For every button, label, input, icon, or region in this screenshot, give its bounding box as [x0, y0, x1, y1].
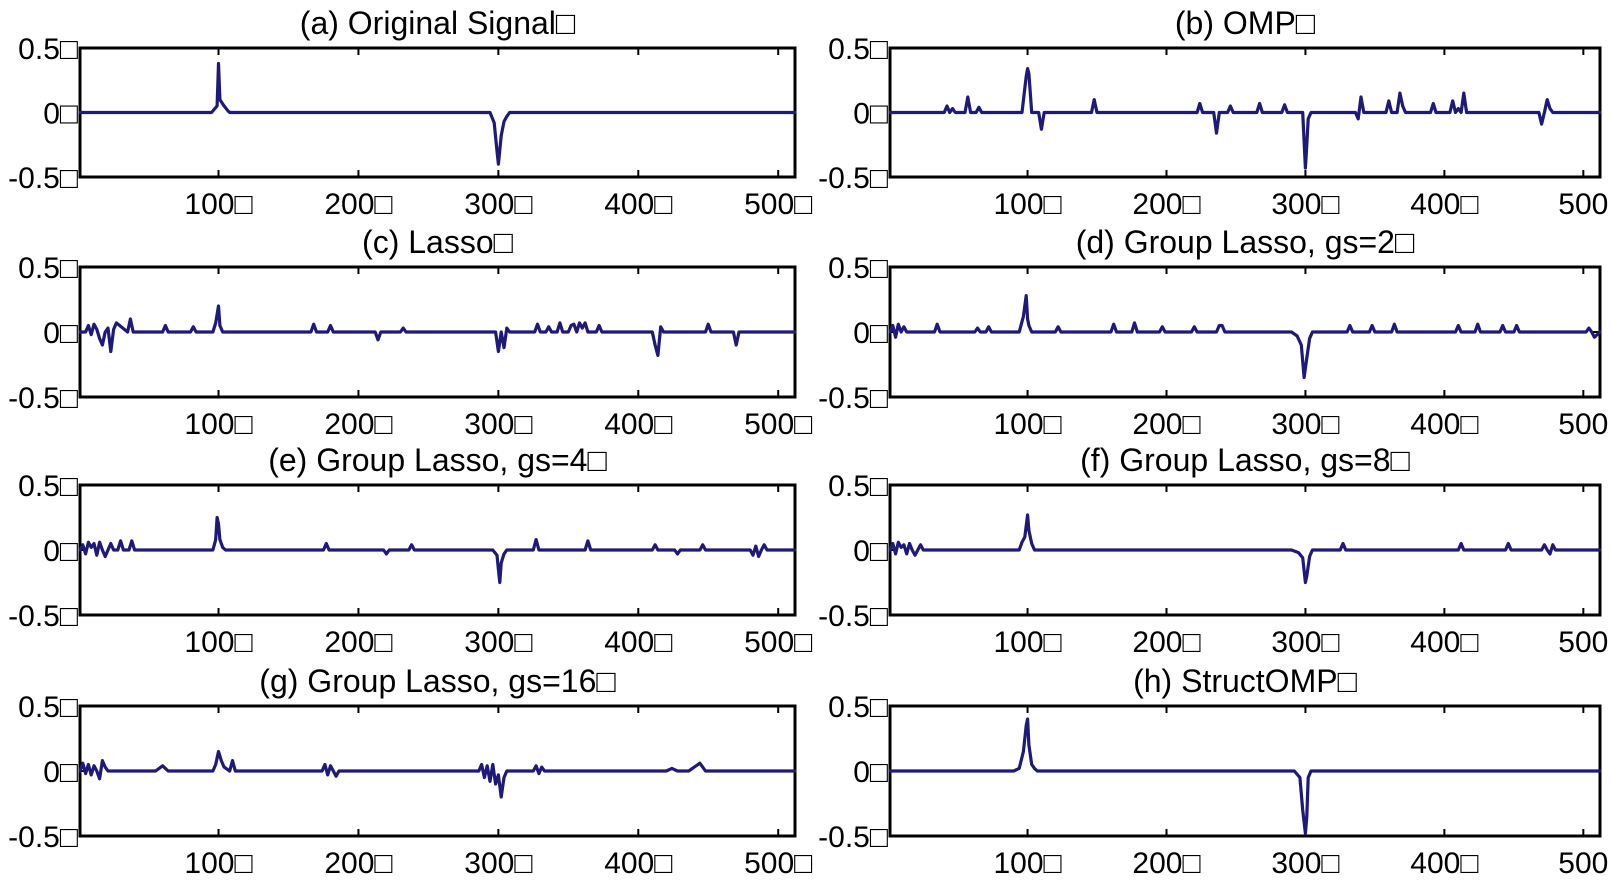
- x-tick-label: 100□: [184, 408, 253, 441]
- x-tick-label: 500□: [744, 626, 813, 659]
- y-tick-label: 0□: [43, 317, 79, 350]
- x-tick-label: 500: [1558, 626, 1608, 659]
- y-tick-label: -0.5□: [8, 382, 79, 415]
- x-tick-label: 200□: [1132, 188, 1201, 221]
- y-tick-label: 0□: [853, 317, 889, 350]
- y-tick-label: -0.5□: [8, 600, 79, 633]
- series-line: [78, 304, 797, 357]
- panel-title: (d) Group Lasso, gs=2□: [1076, 224, 1415, 260]
- x-tick-label: 500□: [744, 408, 813, 441]
- x-tick-label: 300□: [464, 188, 533, 221]
- x-tick-label: 400□: [604, 188, 673, 221]
- x-tick-label: 300□: [1271, 188, 1340, 221]
- chart-panel-f: (f) Group Lasso, gs=8□ 0.5□ 0□ -0.5□ 100□ 200…: [818, 442, 1608, 659]
- chart-panel-c: (c) Lasso□ 0.5□ 0□ -0.5□ 100□ 200□ 300□ 400□ 500…: [8, 224, 813, 441]
- x-tick-label: 200□: [1132, 408, 1201, 441]
- chart-panel-d: (d) Group Lasso, gs=2□ 0.5□ 0□ -0.5□ 100□ 200…: [818, 224, 1608, 441]
- y-tick-label: -0.5□: [818, 382, 889, 415]
- x-tick-label: 100□: [993, 626, 1062, 659]
- chart-panel-h: (h) StructOMP□ 0.5□ 0□ -0.5□ 100□ 200□ 300□ 400…: [818, 663, 1608, 880]
- y-tick-label: 0□: [43, 535, 79, 568]
- y-tick-label: -0.5□: [8, 821, 79, 854]
- y-tick-label: 0.5□: [18, 470, 79, 503]
- y-tick-label: 0.5□: [828, 33, 889, 66]
- x-tick-label: 200□: [324, 188, 393, 221]
- y-tick-label: 0□: [853, 98, 889, 131]
- chart-panel-g: (g) Group Lasso, gs=16□ 0.5□ 0□ -0.5□ 100□ 20…: [8, 663, 813, 880]
- panel-title: (f) Group Lasso, gs=8□: [1080, 442, 1410, 478]
- x-tick-label: 500□: [744, 188, 813, 221]
- x-tick-label: 300□: [464, 626, 533, 659]
- panel-title: (b) OMP□: [1175, 5, 1316, 41]
- y-tick-label: 0.5□: [828, 691, 889, 724]
- series-line: [888, 717, 1602, 836]
- x-tick-label: 400□: [1410, 188, 1479, 221]
- series-line: [78, 515, 797, 585]
- x-tick-label: 100□: [184, 626, 253, 659]
- x-tick-label: 200□: [1132, 626, 1201, 659]
- panel-title: (h) StructOMP□: [1133, 663, 1357, 699]
- x-tick-label: 300□: [1271, 408, 1340, 441]
- y-tick-label: 0.5□: [18, 33, 79, 66]
- series-line: [888, 513, 1602, 585]
- x-tick-label: 500: [1558, 847, 1608, 880]
- series-line: [78, 749, 797, 799]
- y-tick-label: 0.5□: [18, 691, 79, 724]
- x-tick-label: 400□: [604, 847, 673, 880]
- y-tick-label: 0.5□: [828, 470, 889, 503]
- x-tick-label: 400□: [1410, 626, 1479, 659]
- x-tick-label: 300□: [464, 408, 533, 441]
- y-tick-label: 0□: [43, 98, 79, 131]
- x-tick-label: 400□: [1410, 847, 1479, 880]
- y-tick-label: 0.5□: [18, 252, 79, 285]
- series-line: [888, 66, 1602, 170]
- chart-panel-e: (e) Group Lasso, gs=4□ 0.5□ 0□ -0.5□ 100□ 200…: [8, 442, 813, 659]
- y-tick-label: 0□: [853, 535, 889, 568]
- x-tick-label: 500: [1558, 188, 1608, 221]
- x-tick-label: 500□: [744, 847, 813, 880]
- x-tick-label: 100□: [184, 847, 253, 880]
- y-tick-label: -0.5□: [8, 162, 79, 195]
- x-tick-label: 400□: [604, 408, 673, 441]
- x-tick-label: 200□: [1132, 847, 1201, 880]
- panel-title: (e) Group Lasso, gs=4□: [268, 442, 607, 478]
- y-tick-label: 0.5□: [828, 252, 889, 285]
- panel-title: (a) Original Signal□: [300, 5, 576, 41]
- x-tick-label: 500: [1558, 408, 1608, 441]
- y-tick-label: -0.5□: [818, 600, 889, 633]
- series-line: [78, 61, 797, 166]
- x-tick-label: 200□: [324, 626, 393, 659]
- panel-title: (g) Group Lasso, gs=16□: [259, 663, 616, 699]
- chart-panel-b: (b) OMP□ 0.5□ 0□ -0.5□ 100□ 200□ 300□ 400□ 500: [818, 5, 1608, 221]
- y-tick-label: 0□: [853, 756, 889, 789]
- x-tick-label: 100□: [993, 847, 1062, 880]
- x-tick-label: 300□: [1271, 626, 1340, 659]
- x-tick-label: 100□: [993, 188, 1062, 221]
- y-tick-label: -0.5□: [818, 821, 889, 854]
- x-tick-label: 200□: [324, 847, 393, 880]
- x-tick-label: 400□: [1410, 408, 1479, 441]
- chart-panel-a: (a) Original Signal□ 0.5□ 0□ -0.5□ 100□ 200□ 3…: [8, 5, 813, 221]
- x-tick-label: 400□: [604, 626, 673, 659]
- y-tick-label: 0□: [43, 756, 79, 789]
- y-tick-label: -0.5□: [818, 162, 889, 195]
- x-tick-label: 300□: [464, 847, 533, 880]
- x-tick-label: 100□: [993, 408, 1062, 441]
- x-tick-label: 200□: [324, 408, 393, 441]
- x-tick-label: 300□: [1271, 847, 1340, 880]
- series-line: [888, 294, 1602, 380]
- x-tick-label: 100□: [184, 188, 253, 221]
- panel-title: (c) Lasso□: [362, 224, 514, 260]
